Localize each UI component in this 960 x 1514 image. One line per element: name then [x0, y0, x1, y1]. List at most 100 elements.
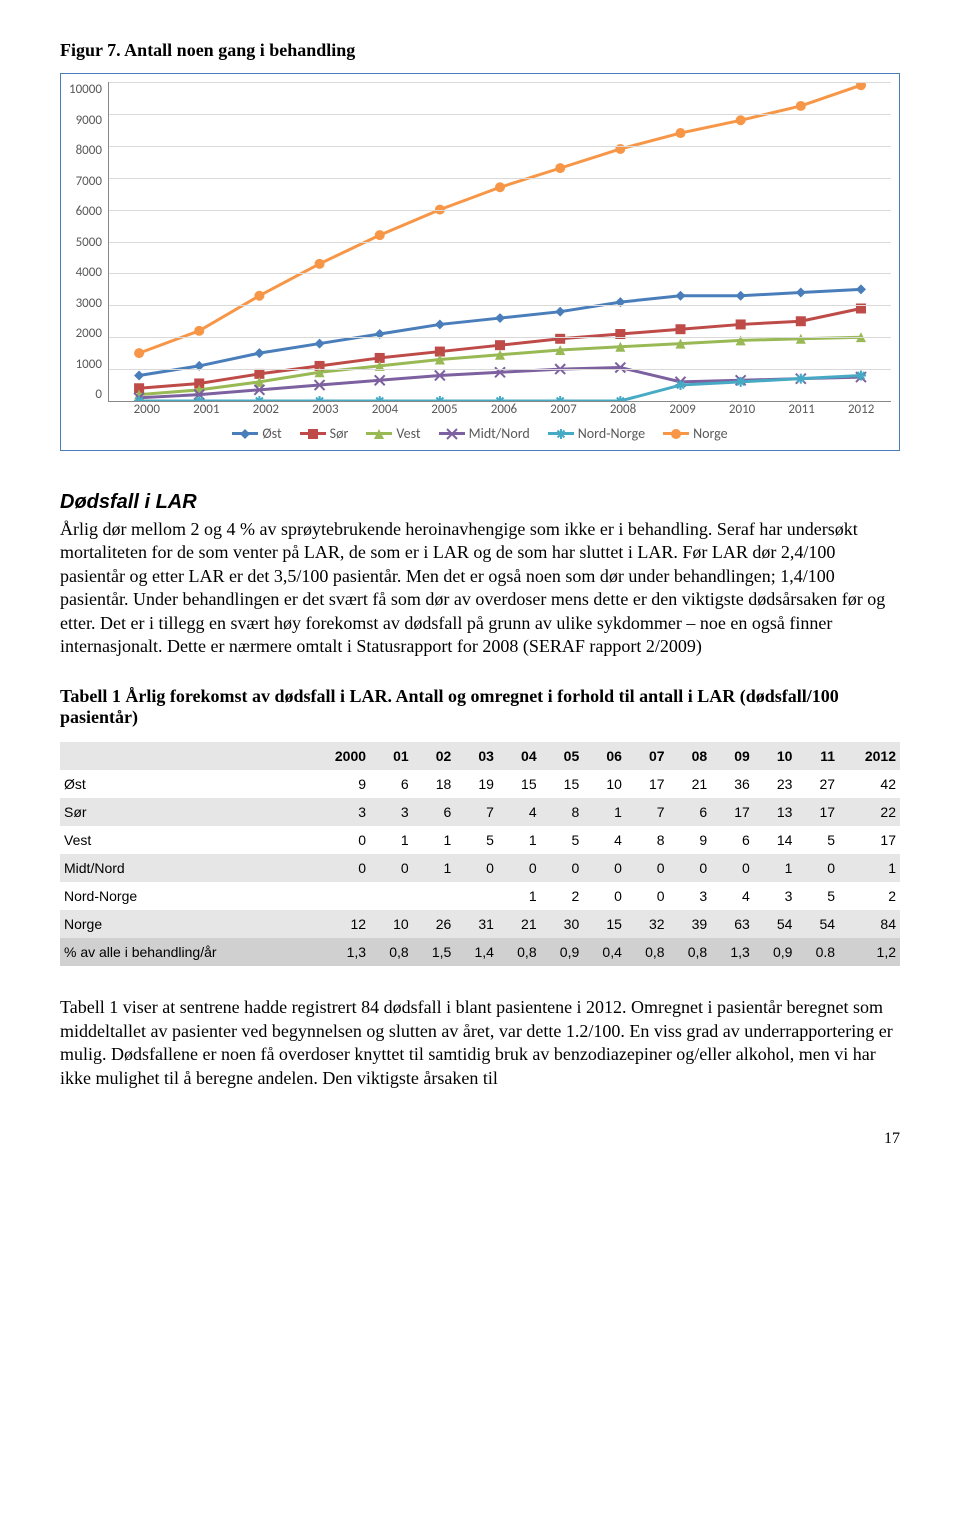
series-marker [736, 377, 746, 387]
table-cell: 15 [583, 910, 626, 938]
series-line [139, 85, 861, 353]
series-marker [495, 182, 505, 192]
table-cell: 6 [669, 798, 712, 826]
series-marker [555, 334, 565, 344]
table-cell: 17 [626, 770, 669, 798]
series-marker [675, 324, 685, 334]
table-cell: 1,3 [309, 938, 370, 966]
table-cell: 0.8 [796, 938, 839, 966]
table-cell: 9 [669, 826, 712, 854]
y-axis: 1000090008000700060005000400030002000100… [69, 82, 108, 402]
series-marker [736, 115, 746, 125]
table-cell: 1 [498, 882, 541, 910]
y-tick-label: 0 [95, 387, 102, 402]
grid-line [109, 369, 891, 370]
table-cell: 0 [626, 882, 669, 910]
table-cell: 1,3 [711, 938, 754, 966]
x-tick-label: 2010 [712, 402, 772, 417]
legend-label: Norge [693, 425, 728, 442]
paragraph-2: Tabell 1 viser at sentrene hadde registr… [60, 996, 900, 1090]
table-cell: 0,8 [370, 938, 413, 966]
series-marker [856, 284, 866, 294]
table-header-cell: 03 [455, 742, 498, 770]
series-marker [314, 396, 324, 401]
table-row-label: Nord-Norge [60, 882, 309, 910]
table-cell: 0,9 [541, 938, 584, 966]
table-title: Tabell 1 Årlig forekomst av dødsfall i L… [60, 686, 900, 728]
legend-label: Sør [330, 425, 349, 442]
series-marker [555, 307, 565, 317]
table-header-cell: 10 [754, 742, 797, 770]
y-tick-label: 5000 [76, 235, 102, 250]
table-cell: 0,9 [754, 938, 797, 966]
series-marker [134, 348, 144, 358]
table-cell: 0 [796, 854, 839, 882]
table-cell: 21 [498, 910, 541, 938]
table-header-cell: 04 [498, 742, 541, 770]
series-marker [675, 291, 685, 301]
series-marker [495, 313, 505, 323]
series-marker [134, 370, 144, 380]
table-cell: 10 [370, 910, 413, 938]
table-header-cell: 07 [626, 742, 669, 770]
legend-swatch [232, 427, 258, 441]
table-cell: 0 [583, 854, 626, 882]
x-tick-label: 2001 [177, 402, 237, 417]
table-cell: 0 [455, 854, 498, 882]
series-marker [675, 128, 685, 138]
legend-label: Nord-Norge [578, 425, 645, 442]
table-cell: 0 [309, 826, 370, 854]
table-cell: 5 [796, 882, 839, 910]
table-cell: 31 [455, 910, 498, 938]
table-header-cell [60, 742, 309, 770]
y-tick-label: 1000 [76, 357, 102, 372]
table-cell: 17 [839, 826, 900, 854]
grid-line [109, 210, 891, 211]
grid-line [109, 337, 891, 338]
y-tick-label: 10000 [69, 82, 102, 97]
x-axis: 2000200120022003200420052006200720082009… [117, 402, 891, 417]
table-cell: 17 [796, 798, 839, 826]
legend-item: Midt/Nord [439, 425, 530, 442]
table-cell: 15 [541, 770, 584, 798]
table-cell: 9 [309, 770, 370, 798]
table-row-label: % av alle i behandling/år [60, 938, 309, 966]
table-row: Vest011515489614517 [60, 826, 900, 854]
table-cell: 63 [711, 910, 754, 938]
series-marker [254, 348, 264, 358]
table-header-cell: 06 [583, 742, 626, 770]
series-marker [796, 316, 806, 326]
table-cell: 0,8 [498, 938, 541, 966]
series-marker [736, 291, 746, 301]
table-cell: 10 [583, 770, 626, 798]
series-marker [796, 288, 806, 298]
x-tick-label: 2012 [831, 402, 891, 417]
grid-line [109, 178, 891, 179]
table-cell: 14 [754, 826, 797, 854]
table-cell: 5 [541, 826, 584, 854]
legend-label: Vest [396, 425, 420, 442]
table-cell: 3 [754, 882, 797, 910]
legend-label: Midt/Nord [469, 425, 530, 442]
table-cell: 1 [413, 826, 456, 854]
grid-line [109, 305, 891, 306]
x-tick-label: 2009 [653, 402, 713, 417]
table-cell: 84 [839, 910, 900, 938]
table-cell: 1 [754, 854, 797, 882]
table-cell: 2 [541, 882, 584, 910]
table-cell: 4 [498, 798, 541, 826]
table-cell: 32 [626, 910, 669, 938]
table-cell: 39 [669, 910, 712, 938]
table-cell: 4 [711, 882, 754, 910]
table-header-cell: 11 [796, 742, 839, 770]
table-row-label: Øst [60, 770, 309, 798]
figure-title: Figur 7. Antall noen gang i behandling [60, 40, 900, 61]
table-row: Øst961819151510172136232742 [60, 770, 900, 798]
table-header-cell: 08 [669, 742, 712, 770]
series-marker [856, 370, 866, 380]
table-cell: 1 [370, 826, 413, 854]
table-cell: 54 [754, 910, 797, 938]
legend-item: Nord-Norge [548, 425, 645, 442]
table-cell: 2 [839, 882, 900, 910]
table-cell: 30 [541, 910, 584, 938]
